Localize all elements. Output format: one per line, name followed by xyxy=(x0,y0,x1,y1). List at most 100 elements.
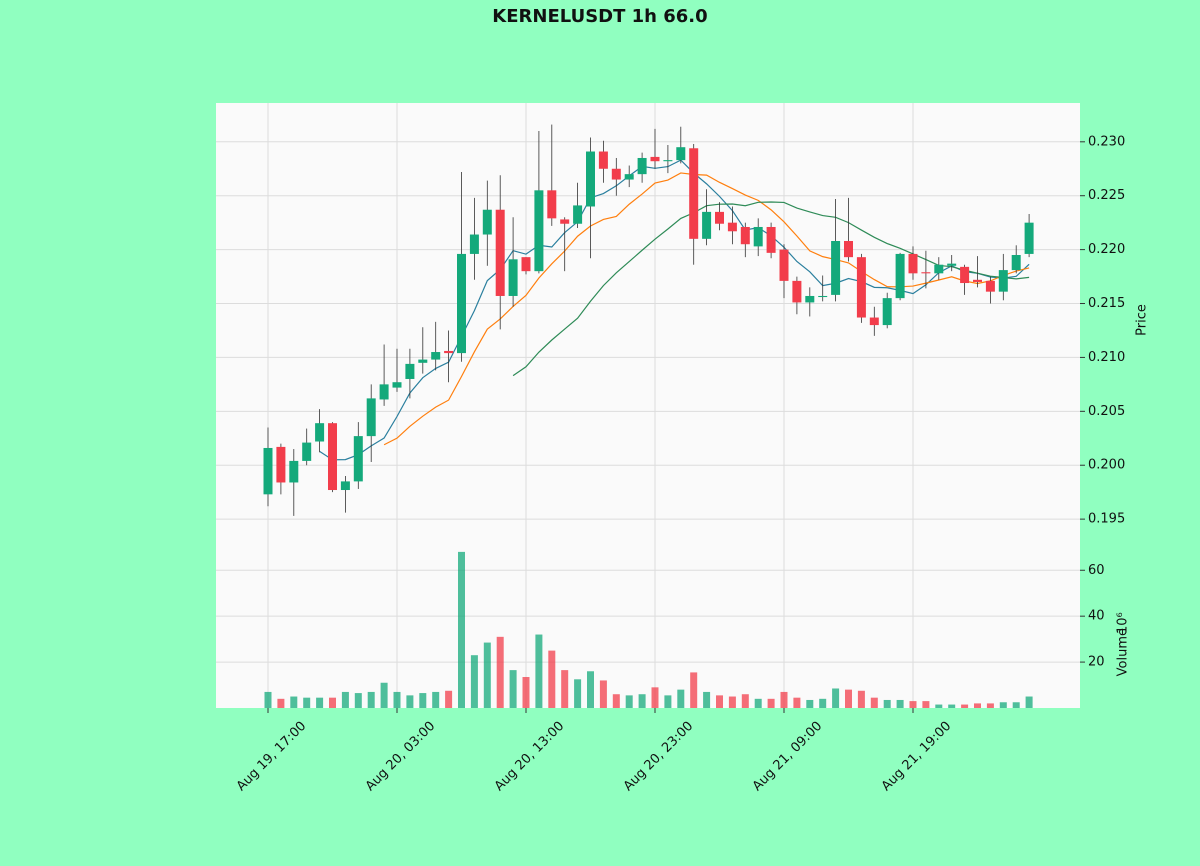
volume-bar xyxy=(380,682,388,708)
candle-body xyxy=(624,174,634,180)
y-tick-label: 0.210 xyxy=(1088,350,1125,365)
volume-bar xyxy=(599,680,607,708)
candle-body xyxy=(276,446,286,483)
volume-bar xyxy=(767,698,775,708)
candle-body xyxy=(740,226,750,245)
candle-body xyxy=(598,151,608,169)
volume-bar xyxy=(793,697,801,708)
candle-body xyxy=(1011,255,1021,271)
candle-body xyxy=(379,384,389,400)
candle-body xyxy=(882,298,892,326)
volume-tick-label: 60 xyxy=(1088,563,1105,578)
volume-bar xyxy=(483,642,491,708)
volume-bar xyxy=(935,704,943,708)
candle-body xyxy=(792,280,802,303)
volume-bar xyxy=(664,695,672,708)
volume-bar xyxy=(728,696,736,708)
volume-bar xyxy=(741,694,749,708)
candle-body xyxy=(689,148,699,239)
candle-body xyxy=(534,190,544,272)
candle-body xyxy=(947,263,957,266)
candle-body xyxy=(663,160,673,162)
candle-body xyxy=(418,359,428,363)
candle-body xyxy=(753,226,763,247)
volume-bar xyxy=(419,693,427,708)
volume-bar xyxy=(367,691,375,708)
candle-body xyxy=(353,436,363,482)
candle-body xyxy=(960,266,970,284)
volume-bar xyxy=(354,693,362,708)
candle-body xyxy=(908,253,918,274)
candle-body xyxy=(934,264,944,274)
candle-body xyxy=(315,423,325,442)
candle-body xyxy=(766,226,776,253)
y-tick-label: 0.230 xyxy=(1088,134,1125,149)
candle-body xyxy=(831,240,841,295)
candle-body xyxy=(779,249,789,281)
volume-bar xyxy=(393,691,401,708)
volume-bar xyxy=(948,704,956,708)
volume-bar xyxy=(264,691,272,708)
candle-body xyxy=(586,151,595,207)
volume-bar xyxy=(909,701,917,708)
volume-bar xyxy=(522,677,530,708)
candle-body xyxy=(856,257,866,318)
candle-body xyxy=(366,398,376,437)
volume-bar xyxy=(845,689,852,708)
volume-bar xyxy=(651,687,659,708)
candle-body xyxy=(521,257,531,272)
volume-bar xyxy=(690,672,698,708)
volume-bar xyxy=(961,704,969,708)
moving-average xyxy=(383,172,1030,446)
volume-bar xyxy=(716,695,723,708)
volume-bar xyxy=(341,691,349,708)
volume-bar xyxy=(406,695,414,708)
volume-axis-label: Volume xyxy=(1116,628,1131,676)
volume-tick-label: 20 xyxy=(1088,655,1105,670)
volume-bar xyxy=(832,688,840,708)
candle-body xyxy=(469,234,479,254)
volume-bar xyxy=(329,697,336,708)
volume-bar xyxy=(703,691,711,708)
volume-bar xyxy=(587,671,594,708)
y-tick-label: 0.195 xyxy=(1088,512,1125,527)
volume-bar xyxy=(303,697,311,708)
volume-axis-multiplier: 10⁶ xyxy=(1116,612,1131,634)
candle-body xyxy=(844,240,853,258)
volume-panel xyxy=(216,545,1080,708)
volume-bar xyxy=(290,696,298,708)
volume-bar xyxy=(625,695,633,708)
volume-bar xyxy=(458,551,465,708)
candle-body xyxy=(302,442,312,461)
candle-body xyxy=(392,382,402,388)
volume-bar xyxy=(574,679,582,708)
volume-bar xyxy=(509,670,517,708)
moving-average xyxy=(319,159,1030,461)
y-tick-label: 0.205 xyxy=(1088,404,1125,419)
candle-body xyxy=(328,423,337,491)
candle-body xyxy=(998,270,1008,292)
candle-body xyxy=(495,209,505,296)
volume-bar xyxy=(548,650,556,708)
volume-bar xyxy=(922,701,930,708)
volume-bar xyxy=(780,691,788,708)
volume-bar xyxy=(561,670,569,708)
candle-body xyxy=(444,350,454,354)
candle-body xyxy=(482,209,492,235)
candle-body xyxy=(263,447,273,495)
volume-bar xyxy=(316,697,324,708)
volume-bar xyxy=(535,634,543,708)
candle-body xyxy=(611,168,621,180)
candle-body xyxy=(431,352,441,360)
volume-bar xyxy=(638,694,646,708)
candle-body xyxy=(650,156,660,162)
candle-body xyxy=(869,317,879,326)
volume-bar xyxy=(445,690,453,708)
y-axis-label: Price xyxy=(1135,304,1150,336)
candle-body xyxy=(405,363,415,379)
candle-body xyxy=(727,222,737,232)
candle-body xyxy=(818,295,828,298)
candle-body xyxy=(547,190,557,219)
volume-tick-label: 40 xyxy=(1088,609,1105,624)
